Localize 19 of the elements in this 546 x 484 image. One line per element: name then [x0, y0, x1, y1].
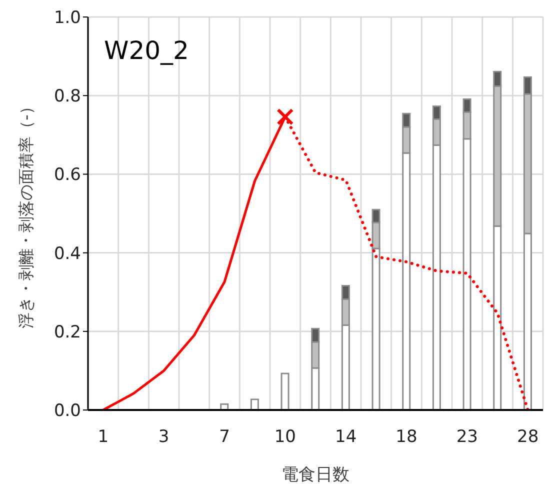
x-tick-label: 14 — [335, 427, 357, 448]
y-tick-label: 0.6 — [54, 165, 81, 186]
y-tick-label: 0.2 — [54, 322, 81, 342]
x-tick-label: 28 — [517, 427, 539, 448]
x-tick-label: 18 — [396, 427, 418, 448]
y-tick-label: 0.4 — [54, 244, 81, 264]
x-tick-label: 10 — [274, 427, 296, 448]
y-tick-label: 1.0 — [54, 8, 81, 28]
bar — [250, 398, 259, 410]
x-tick-label: 1 — [98, 427, 109, 448]
bar — [280, 372, 290, 410]
x-tick-label: 7 — [219, 427, 230, 448]
x-tick-label: 3 — [158, 427, 170, 448]
x-tick-label: 23 — [456, 427, 478, 448]
text: W20_2 — [104, 36, 189, 65]
x-axis-title: 電食日数 — [282, 465, 350, 484]
y-tick-label: 0.0 — [54, 401, 81, 422]
y-axis-title: 浮き・剥離・剥落の面積率（-） — [16, 98, 36, 328]
y-tick-label: 0.8 — [54, 86, 81, 107]
